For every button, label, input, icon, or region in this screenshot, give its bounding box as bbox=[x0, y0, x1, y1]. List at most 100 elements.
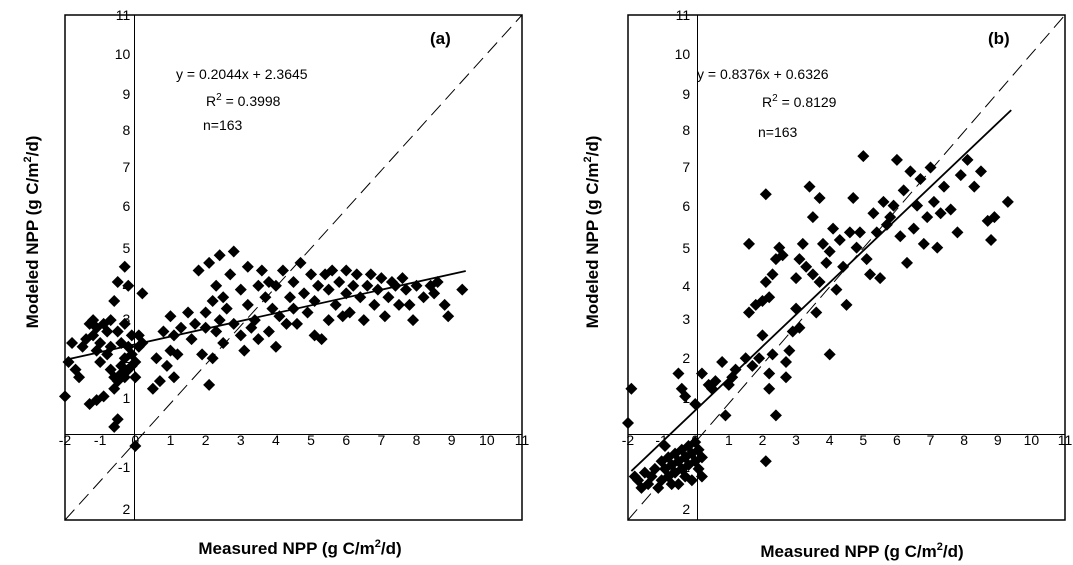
panel-b-n: n=163 bbox=[758, 124, 798, 140]
panel-b-point bbox=[759, 455, 772, 468]
panel-a-point bbox=[333, 275, 346, 288]
panel-b-point bbox=[709, 375, 722, 388]
panel-a-point bbox=[287, 275, 300, 288]
panel-a-point bbox=[241, 260, 254, 273]
panel-a-point bbox=[269, 340, 282, 353]
panel-b-point bbox=[853, 226, 866, 239]
panel-a-x-tick-label: 0 bbox=[131, 432, 139, 448]
panel-b-y-tick-label: 2 bbox=[682, 350, 690, 366]
panel-a-point bbox=[392, 298, 405, 311]
panel-b-point bbox=[763, 291, 776, 304]
panel-b-point bbox=[934, 207, 947, 220]
panel-a-point bbox=[396, 272, 409, 285]
panel-b-x-tick-label: 10 bbox=[1024, 432, 1040, 448]
panel-b-point bbox=[833, 234, 846, 247]
panel-a-point bbox=[118, 317, 131, 330]
panel-a-point bbox=[182, 306, 195, 319]
panel-b-point bbox=[716, 356, 729, 369]
panel-a-y-tick-labels: 11 10 9 8 7 6 5 4 3 2 1 -1 2 bbox=[115, 7, 131, 517]
panel-b-x-tick-label: 9 bbox=[994, 432, 1002, 448]
panel-a-y-tick-label: 11 bbox=[116, 7, 131, 23]
panel-a-x-tick-label: 9 bbox=[448, 432, 456, 448]
panel-a-point bbox=[189, 317, 202, 330]
panel-b-point bbox=[827, 222, 840, 235]
panel-b-point bbox=[813, 192, 826, 205]
panel-a-point bbox=[350, 268, 363, 281]
panel-a-one-to-one-line bbox=[64, 14, 523, 521]
panel-a-point bbox=[382, 291, 395, 304]
panel-b-point bbox=[931, 241, 944, 254]
panel-a-point bbox=[283, 291, 296, 304]
panel-b-r2-prefix: R bbox=[762, 94, 772, 110]
panel-a-point bbox=[59, 390, 71, 403]
panel-a-x-tick-label: 2 bbox=[202, 432, 210, 448]
panel-a-point bbox=[94, 336, 107, 349]
panel-a-point bbox=[101, 325, 114, 338]
panel-b-point bbox=[739, 352, 752, 365]
panel-b-point bbox=[800, 260, 813, 273]
panel-b-xlabel-tail: /d) bbox=[943, 542, 964, 561]
panel-b-point bbox=[954, 169, 967, 182]
panel-a-point bbox=[252, 279, 265, 292]
panel-a-y-tick-label: 6 bbox=[123, 198, 131, 214]
panel-a-point bbox=[399, 283, 412, 296]
panel-a-ylabel-sup: 2 bbox=[22, 156, 34, 162]
panel-a-point bbox=[129, 356, 142, 369]
panel-a-y-tick-label: 9 bbox=[123, 86, 131, 102]
panel-b-point bbox=[729, 363, 742, 376]
panel-b-point bbox=[790, 302, 803, 315]
panel-b-point bbox=[897, 184, 910, 197]
panel-b-point bbox=[685, 474, 698, 487]
panel-b-y-tick-label: -1 bbox=[678, 459, 691, 475]
panel-b-point bbox=[689, 397, 702, 410]
panel-b-y-tick-label: 9 bbox=[682, 86, 690, 102]
panel-a-point bbox=[315, 333, 328, 346]
panel-b-x-tick-label: 11 bbox=[1058, 432, 1073, 448]
panel-a-point bbox=[442, 310, 455, 323]
panel-b-point bbox=[648, 462, 661, 475]
panel-b-regression-line bbox=[630, 109, 1012, 472]
panel-b-point bbox=[927, 195, 940, 208]
panel-a-point bbox=[305, 268, 318, 281]
panel-a-point bbox=[192, 264, 205, 277]
panel-a-point bbox=[199, 306, 212, 319]
panel-a-point bbox=[255, 264, 268, 277]
panel-a-y-tick-label: 3 bbox=[123, 311, 131, 327]
panel-a-point bbox=[108, 295, 121, 308]
panel-a-y-tick-label: 4 bbox=[123, 278, 131, 294]
panel-a-point bbox=[157, 325, 170, 338]
panel-b-point bbox=[622, 417, 634, 430]
panel-a-point bbox=[227, 245, 240, 258]
panel-b-y-tick-label: 11 bbox=[676, 7, 691, 23]
panel-b-point bbox=[968, 180, 981, 193]
panel-b-point bbox=[820, 256, 833, 269]
panel-a-xlabel-tail: /d) bbox=[381, 539, 402, 558]
panel-a-point bbox=[456, 283, 469, 296]
panel-a-point bbox=[428, 287, 441, 300]
panel-b-point bbox=[877, 195, 890, 208]
panel-a-point bbox=[111, 413, 124, 426]
panel-a-xlabel: Measured NPP (g C/m bbox=[198, 539, 374, 558]
panel-b-point bbox=[840, 298, 853, 311]
panel-a-point bbox=[125, 329, 138, 342]
panel-b-y-tick-label: 4 bbox=[682, 278, 690, 294]
panel-b-point bbox=[776, 249, 789, 262]
panel-a-point bbox=[329, 298, 342, 311]
panel-b-point bbox=[907, 222, 920, 235]
panel-a-point bbox=[160, 359, 173, 372]
panel-a-point bbox=[262, 325, 275, 338]
panel-b-frame bbox=[627, 14, 1066, 521]
panel-a-x-tick-label: 4 bbox=[272, 432, 280, 448]
panel-a-x-tick-label: 6 bbox=[342, 432, 350, 448]
panel-b-r2-value: = 0.8129 bbox=[778, 94, 837, 110]
panel-b-point bbox=[756, 329, 769, 342]
panel-a-point bbox=[312, 279, 325, 292]
panel-a-label: (a) bbox=[430, 29, 451, 48]
panel-a-xlabel-sup: 2 bbox=[375, 538, 381, 550]
panel-b-point bbox=[790, 272, 803, 285]
panel-b-point bbox=[779, 356, 792, 369]
panel-b-xlabel: Measured NPP (g C/m bbox=[760, 542, 936, 561]
panel-b-point bbox=[743, 306, 756, 319]
panel-a-x-tick-label: 8 bbox=[413, 432, 421, 448]
